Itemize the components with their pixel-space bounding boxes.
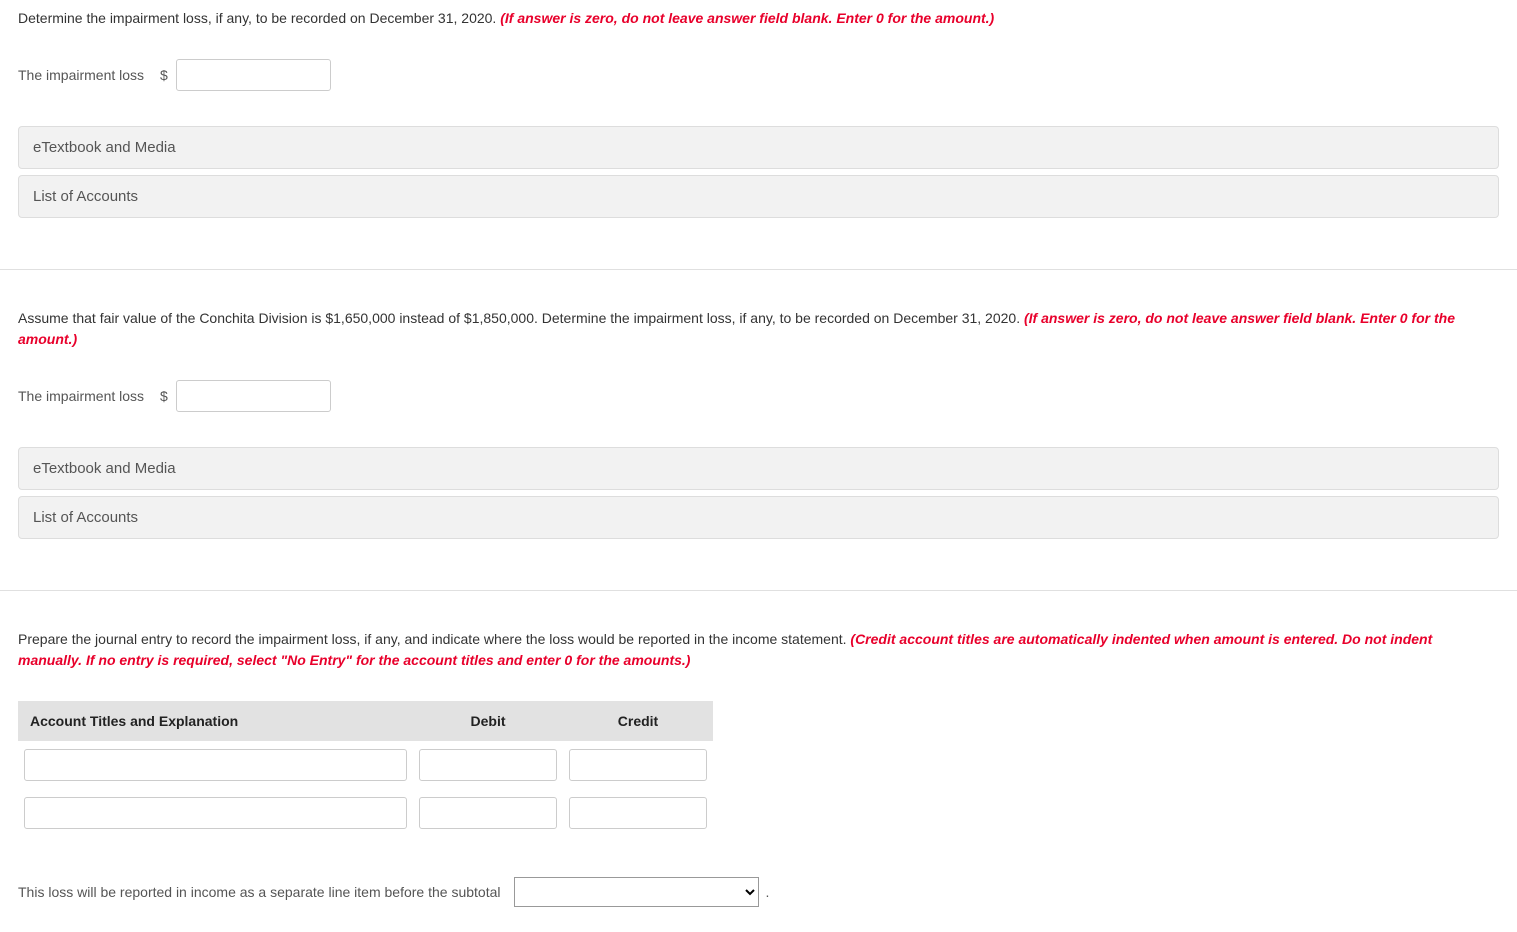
debit-input[interactable] [419,749,557,781]
divider-1 [0,269,1517,270]
credit-input[interactable] [569,749,707,781]
account-title-input[interactable] [24,749,407,781]
table-row [18,789,713,837]
question-1-section: Determine the impairment loss, if any, t… [0,0,1517,249]
subtotal-select[interactable] [514,877,759,907]
q2-etextbook-media-button[interactable]: eTextbook and Media [18,447,1499,490]
debit-input[interactable] [419,797,557,829]
q2-prompt-main: Assume that fair value of the Conchita D… [18,310,1024,326]
q2-impairment-input[interactable] [176,380,331,412]
q3-prompt-main: Prepare the journal entry to record the … [18,631,850,647]
q1-prompt-main: Determine the impairment loss, if any, t… [18,10,500,26]
q1-label: The impairment loss [18,67,144,83]
q3-prompt: Prepare the journal entry to record the … [18,629,1499,671]
q2-input-row: The impairment loss $ [18,380,1499,412]
q1-currency: $ [160,67,168,83]
subtotal-text: This loss will be reported in income as … [18,884,500,900]
q1-impairment-input[interactable] [176,59,331,91]
subtotal-row: This loss will be reported in income as … [18,877,1499,907]
header-credit: Credit [563,701,713,741]
header-account: Account Titles and Explanation [18,701,413,741]
journal-entry-table: Account Titles and Explanation Debit Cre… [18,701,713,837]
question-2-section: Assume that fair value of the Conchita D… [0,300,1517,570]
question-3-section: Prepare the journal entry to record the … [0,621,1517,932]
subtotal-period: . [765,884,769,900]
divider-2 [0,590,1517,591]
credit-input[interactable] [569,797,707,829]
q1-etextbook-media-button[interactable]: eTextbook and Media [18,126,1499,169]
q1-prompt-hint: (If answer is zero, do not leave answer … [500,10,994,26]
header-debit: Debit [413,701,563,741]
q2-label: The impairment loss [18,388,144,404]
q2-list-of-accounts-button[interactable]: List of Accounts [18,496,1499,539]
q2-prompt: Assume that fair value of the Conchita D… [18,308,1499,350]
table-header-row: Account Titles and Explanation Debit Cre… [18,701,713,741]
q1-input-row: The impairment loss $ [18,59,1499,91]
account-title-input[interactable] [24,797,407,829]
q1-list-of-accounts-button[interactable]: List of Accounts [18,175,1499,218]
q1-prompt: Determine the impairment loss, if any, t… [18,8,1499,29]
q2-currency: $ [160,388,168,404]
table-row [18,741,713,789]
